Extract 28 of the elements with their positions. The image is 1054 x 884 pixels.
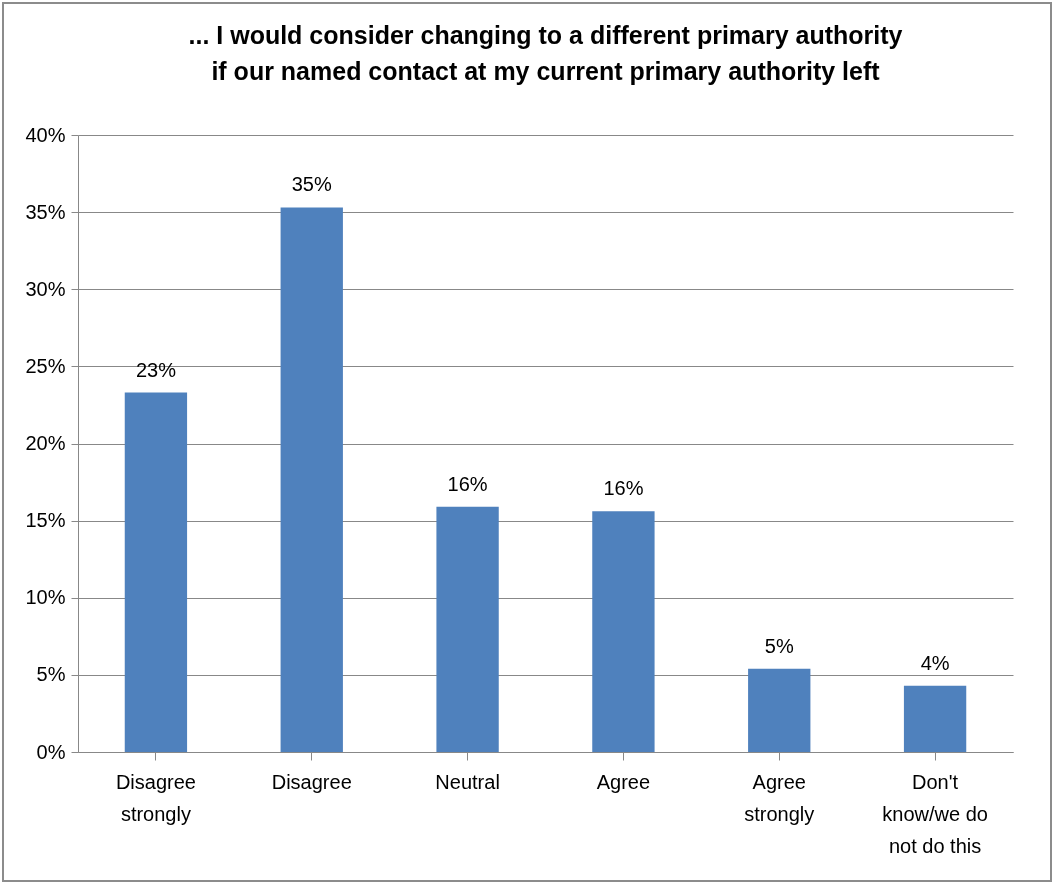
chart-title: ... I would consider changing to a different primary authority if our named contact at my current primary authority left [188,21,903,85]
bar [592,511,655,752]
data-label: 5% [764,634,794,657]
bar [748,668,811,752]
bar [124,392,188,752]
y-tick-label: 40% [25,123,66,146]
x-tick-label: Neutral [435,770,500,793]
y-tick-label: 35% [25,200,66,223]
x-tick-label: Agree strongly [744,770,815,825]
y-tick-label: 20% [25,432,66,454]
y-tick-label: 0% [36,740,66,763]
x-tick-label: Don't know/we do not do this [882,770,988,857]
data-label: 16% [603,477,644,500]
y-tick-label: 25% [25,354,66,377]
data-label: 23% [135,358,177,381]
data-label: 4% [920,651,950,674]
data-label: 35% [291,173,332,196]
bar [436,506,499,752]
y-tick-label: 10% [25,586,66,609]
y-tick-label: 30% [25,277,66,300]
x-tick-label: Disagree [271,770,352,793]
x-tick-label: Disagree strongly [115,770,196,825]
y-tick-label: 5% [36,663,66,686]
bar [280,207,343,752]
bar [903,685,967,752]
x-tick-label: Agree [596,770,651,793]
data-label: 16% [447,472,488,495]
y-tick-label: 15% [25,509,66,532]
